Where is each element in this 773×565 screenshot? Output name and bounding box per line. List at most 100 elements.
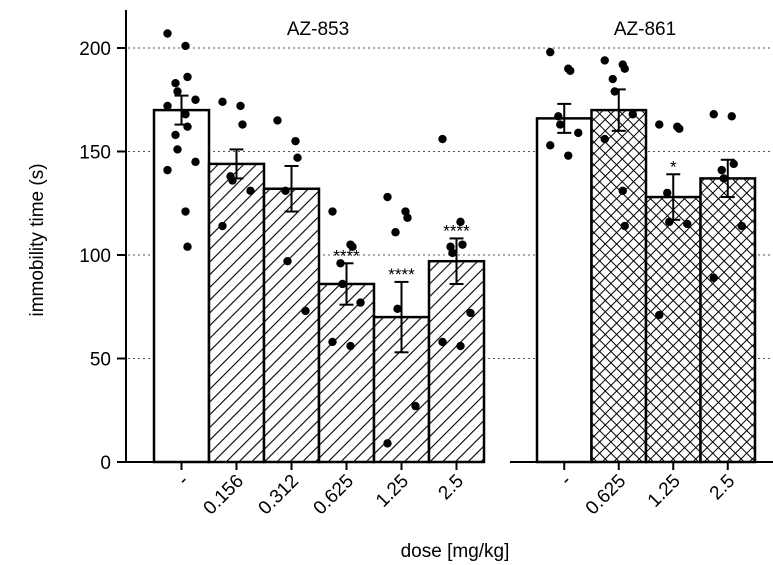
x-tick-label: 2.5: [706, 471, 740, 505]
data-point: [236, 101, 245, 111]
data-point: [181, 110, 190, 119]
data-point: [719, 174, 728, 183]
data-point: [218, 97, 227, 107]
x-tick-label: -: [174, 471, 193, 490]
data-point: [171, 130, 180, 140]
data-point: [191, 95, 200, 104]
data-point: [566, 66, 575, 75]
data-point: [291, 136, 300, 146]
data-point: [163, 165, 172, 175]
data-point: [709, 110, 718, 119]
data-point: [173, 145, 182, 154]
x-tick-label: 0.625: [582, 471, 630, 519]
data-point: [717, 165, 726, 175]
group-title-az853: AZ-853: [287, 19, 349, 40]
data-point: [191, 157, 200, 167]
data-point: [183, 72, 192, 82]
data-point: [554, 112, 563, 121]
data-point: [448, 248, 457, 258]
data-point: [338, 279, 347, 289]
x-tick-label: 0.312: [255, 471, 303, 519]
data-point: [574, 128, 583, 138]
y-tick-label: 0: [100, 453, 111, 474]
data-point: [181, 207, 190, 216]
bar: [427, 259, 486, 464]
data-point: [458, 240, 467, 249]
data-point: [729, 159, 738, 169]
bar: [152, 108, 211, 464]
data-point: [238, 120, 247, 129]
bar: [644, 195, 702, 464]
y-tick-label: 150: [79, 143, 111, 164]
data-point: [356, 298, 365, 307]
y-tick-label: 200: [79, 39, 111, 60]
data-point: [281, 186, 290, 196]
data-point: [466, 308, 475, 318]
x-tick-label: 0.156: [200, 471, 248, 519]
data-point: [727, 112, 736, 121]
group-title-az861: AZ-861: [614, 19, 676, 40]
data-point: [328, 337, 337, 347]
bar: [207, 162, 266, 464]
data-point: [283, 257, 292, 266]
data-point: [683, 219, 692, 229]
data-point: [737, 221, 746, 231]
data-point: [411, 401, 420, 411]
x-tick-label: 0.625: [310, 471, 358, 519]
y-tick-label: 100: [79, 246, 111, 267]
y-axis-label: immobility time (s): [27, 163, 48, 316]
data-point: [403, 213, 412, 222]
data-point: [546, 47, 555, 57]
x-tick-label: 1.25: [372, 471, 413, 512]
data-point: [171, 78, 180, 88]
data-point: [655, 120, 664, 129]
data-point: [346, 341, 355, 351]
data-point: [663, 188, 672, 198]
data-point: [163, 101, 172, 111]
data-point: [348, 242, 357, 251]
data-point: [600, 134, 609, 144]
data-point: [246, 186, 255, 196]
y-tick-label: 50: [90, 350, 111, 371]
data-point: [383, 192, 392, 202]
data-point: [181, 41, 190, 51]
significance-label: ****: [333, 246, 360, 265]
data-point: [301, 306, 310, 316]
data-point: [438, 337, 447, 347]
data-point: [546, 141, 555, 150]
data-point: [618, 186, 627, 196]
x-tick-label: 1.25: [644, 471, 685, 512]
data-point: [391, 228, 400, 237]
significance-label: *: [670, 157, 677, 176]
error-bars: *************: [174, 88, 735, 354]
data-point: [293, 153, 302, 162]
data-point: [218, 221, 227, 231]
significance-label: ****: [388, 265, 415, 284]
data-point: [163, 29, 172, 38]
data-point: [438, 134, 447, 144]
data-point: [620, 64, 629, 73]
bars: [152, 108, 757, 464]
data-point: [675, 124, 684, 133]
data-point: [273, 116, 282, 125]
data-point: [328, 207, 337, 216]
labels: immobility time (s) dose [mg/kg] AZ-853 …: [27, 19, 676, 562]
data-point: [608, 74, 617, 84]
data-point: [655, 310, 664, 320]
x-tick-label: 2.5: [435, 471, 469, 505]
data-point: [628, 110, 637, 119]
bar: [699, 177, 757, 464]
bar: [262, 187, 321, 464]
data-point: [620, 221, 629, 231]
x-axis-label: dose [mg/kg]: [401, 541, 510, 562]
significance-label: ****: [443, 221, 470, 240]
data-points: [163, 29, 746, 448]
x-tick-label: -: [556, 471, 575, 490]
bar: [590, 108, 648, 464]
data-point: [393, 304, 402, 314]
data-point: [709, 273, 718, 282]
data-point: [600, 56, 609, 65]
bar: [317, 282, 376, 464]
bar: [535, 117, 593, 464]
